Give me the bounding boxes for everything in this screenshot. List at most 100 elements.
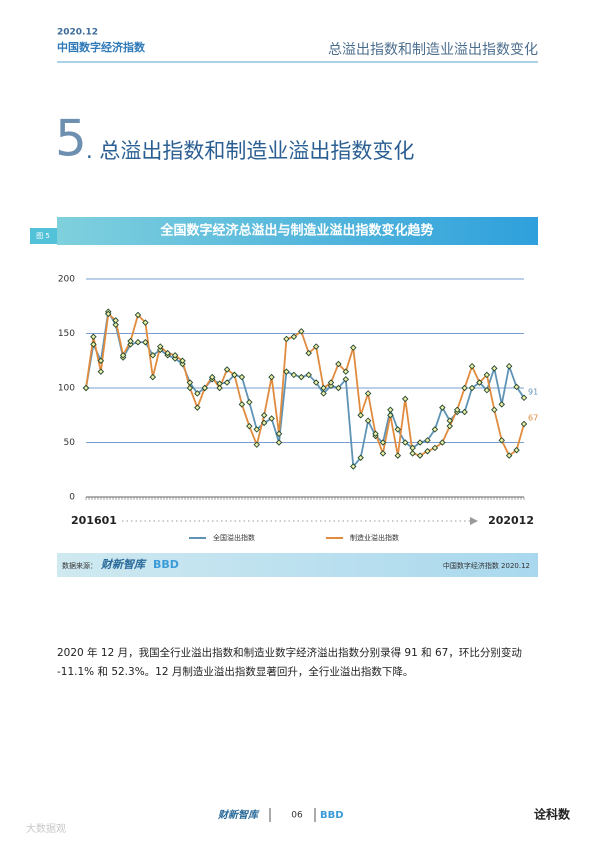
data-point: [275, 439, 283, 446]
data-point: [335, 384, 342, 392]
data-point: [431, 444, 439, 452]
chart-title-band: [57, 217, 538, 245]
data-point: [476, 379, 483, 386]
data-point: [387, 406, 394, 414]
data-point: [253, 441, 260, 448]
data-point: [461, 384, 468, 392]
data-point: [134, 311, 142, 319]
data-point: [520, 394, 528, 402]
data-point: [216, 384, 223, 392]
data-point: [260, 412, 268, 419]
data-point: [97, 368, 105, 375]
data-point: [520, 420, 528, 428]
data-point: [505, 452, 513, 459]
data-point: [342, 376, 350, 383]
data-point: [194, 390, 201, 397]
data-point: [171, 352, 179, 359]
header-date: 2020.12: [57, 28, 98, 38]
data-point: [119, 352, 127, 359]
data-point: [283, 335, 290, 343]
data-point: [290, 371, 298, 379]
data-point: [246, 422, 253, 430]
data-point: [90, 341, 97, 348]
data-point: [424, 447, 431, 455]
figure-tag: 图 5: [36, 232, 50, 240]
data-point: [372, 430, 379, 438]
data-point: [179, 360, 186, 368]
data-point: [268, 415, 275, 422]
data-point: [246, 398, 253, 406]
series-line: [85, 312, 525, 457]
watermark: 诠科数: [534, 807, 571, 822]
data-point: [357, 454, 364, 461]
data-point: [491, 365, 498, 372]
body-text: 2020 年 12 月，我国全行业溢出指数和制造业数字经济溢出指数分别录得 91…: [57, 647, 522, 678]
y-tick-label: 50: [64, 438, 76, 448]
data-point: [127, 337, 134, 345]
data-point: [513, 383, 520, 391]
data-point: [127, 341, 134, 348]
data-point: [298, 328, 305, 335]
data-point: [379, 450, 387, 457]
data-point: [231, 371, 238, 379]
data-point: [208, 373, 216, 381]
y-tick-label: 0: [69, 493, 75, 503]
y-tick-label: 150: [58, 329, 75, 339]
source-label: 数据来源：: [62, 561, 97, 570]
x-axis-arrow-head: [470, 517, 478, 525]
data-point: [312, 343, 320, 350]
section-number: 5: [55, 110, 87, 168]
data-point: [498, 437, 505, 444]
data-point: [320, 390, 327, 397]
data-point: [149, 352, 157, 359]
data-point: [223, 379, 231, 386]
data-point: [342, 368, 350, 375]
legend-label: 制造业溢出指数: [350, 533, 399, 542]
data-point: [505, 362, 513, 370]
data-point: [335, 360, 342, 368]
data-point: [82, 384, 90, 392]
data-point: [312, 379, 320, 386]
data-point: [253, 426, 260, 433]
y-tick-label: 100: [58, 384, 75, 394]
data-point: [201, 384, 209, 392]
source-note: 中国数字经济指数 2020.12: [443, 561, 530, 570]
data-point: [468, 384, 476, 392]
data-point: [357, 412, 364, 419]
watermark: 大数据观: [26, 822, 66, 835]
data-point: [394, 426, 402, 433]
data-point: [350, 463, 357, 470]
data-point: [387, 412, 394, 419]
data-point: [416, 452, 424, 459]
data-point: [290, 333, 298, 341]
data-point: [446, 422, 453, 430]
data-point: [483, 386, 491, 394]
data-point: [305, 349, 312, 357]
series-line: [85, 308, 525, 469]
data-point: [275, 430, 283, 438]
chart: 0 50 100 150 200 201601 202012 91 67 全国溢出指数 制造业溢出指…: [58, 275, 538, 543]
footer-logo-bbd: BBD: [320, 810, 344, 821]
data-point: [97, 357, 105, 364]
source-band: [57, 553, 538, 577]
data-point: [142, 319, 149, 326]
figure-tag-box: [30, 228, 57, 244]
data-point: [498, 401, 505, 408]
data-point: [223, 366, 231, 373]
data-point: [149, 373, 157, 381]
data-point: [394, 452, 402, 459]
chart-title: 全国数字经济总溢出与制造业溢出指数变化趋势: [159, 223, 433, 239]
page-number: 06: [291, 811, 303, 821]
header-report: 中国数字经济指数: [57, 40, 146, 54]
data-point: [327, 382, 335, 390]
data-point: [379, 439, 387, 446]
data-point: [416, 439, 424, 446]
data-point: [431, 426, 439, 433]
data-point: [364, 390, 372, 397]
data-point: [112, 317, 119, 324]
data-point: [186, 384, 194, 392]
data-point: [491, 406, 498, 414]
data-point: [468, 362, 476, 370]
data-point: [453, 406, 461, 414]
